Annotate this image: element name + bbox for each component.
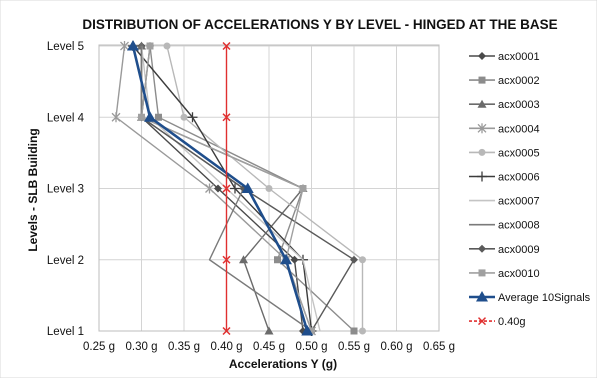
y-axis-title: Levels - SLB Building (26, 128, 40, 251)
legend-item: acx0001 (469, 51, 540, 63)
x-tick-label: 0.55 g (338, 341, 370, 353)
y-tick-label: Level 4 (47, 112, 85, 124)
x-tick-label: 0.45 g (253, 341, 285, 353)
triangle-marker (241, 182, 254, 193)
circle-marker (359, 256, 366, 264)
triangle-marker (144, 111, 156, 122)
legend-label: acx0008 (498, 220, 540, 232)
legend-item: acx0010 (469, 268, 540, 280)
triangle-marker (239, 255, 248, 264)
circle-marker (359, 327, 366, 335)
x-tick-label: 0.50 g (296, 341, 328, 353)
axes: 0.25 g 0.30 g 0.35 g 0.40 g 0.45 g 0.50 g 0.55… (47, 41, 455, 353)
circle-marker (163, 42, 171, 50)
y-tick-label: Level 1 (47, 326, 84, 338)
legend-label: acx0003 (498, 99, 540, 111)
star-marker (205, 183, 214, 194)
triangle-marker (477, 99, 487, 108)
x-tick-label: 0.40 g (211, 341, 243, 353)
triangle-marker (301, 325, 314, 336)
legend-label: acx0001 (498, 51, 540, 63)
y-tick-label: Level 3 (47, 184, 84, 196)
x-marker-stroke (222, 113, 231, 122)
diamond-marker (350, 255, 358, 264)
square-marker (299, 185, 307, 192)
legend-item: acx0005 (469, 147, 540, 159)
y-tick-label: Level 5 (47, 41, 84, 53)
x-tick-label: 0.30 g (126, 341, 158, 353)
plus-marker (230, 183, 240, 194)
star-marker (477, 123, 487, 134)
x-marker (222, 113, 231, 122)
x-marker-stroke (222, 255, 231, 264)
legend-label: Average 10Signals (498, 292, 591, 304)
square-marker (478, 269, 486, 277)
legend-item: acx0009 (469, 244, 540, 256)
x-tick-label: 0.65 g (423, 341, 455, 353)
legend-item: acx0002 (469, 75, 540, 87)
diamond-marker (214, 184, 222, 193)
legend-label: acx0007 (498, 196, 540, 208)
legend-label: acx0009 (498, 244, 540, 256)
triangle-marker (280, 253, 292, 265)
circle-marker (478, 148, 486, 156)
legend-label: acx0006 (498, 172, 540, 184)
series-0-40g (222, 41, 231, 336)
legend-item: acx0004 (469, 123, 540, 135)
x-axis-title: Accelerations Y (g) (229, 357, 337, 371)
square-marker (274, 256, 281, 264)
circle-marker (265, 185, 273, 192)
diamond-marker (478, 244, 486, 253)
x-tick-label: 0.35 g (168, 341, 200, 353)
chart-title: DISTRIBUTION OF ACCELERATIONS Y BY LEVEL… (82, 17, 557, 32)
legend-label: acx0002 (498, 75, 540, 87)
x-marker (222, 184, 231, 193)
x-tick-label: 0.60 g (381, 341, 413, 353)
square-marker (308, 327, 315, 335)
series-average-10signals (127, 40, 314, 336)
legend-label: acx0004 (498, 123, 540, 135)
x-marker (222, 41, 231, 51)
circle-marker (180, 113, 188, 121)
x-marker (222, 255, 231, 264)
x-marker (477, 317, 487, 326)
legend: acx0001 acx0002 acx0003 acx0004 acx0005 acx00… (469, 51, 591, 328)
plus-marker (477, 171, 487, 182)
triangle-marker (127, 40, 139, 51)
triangle-marker (476, 291, 488, 302)
x-marker (222, 326, 231, 336)
diamond-marker (290, 255, 299, 264)
x-marker-stroke (222, 326, 231, 336)
legend-item: acx0003 (469, 99, 540, 111)
x-marker-stroke (222, 184, 231, 193)
legend-label: acx0005 (498, 147, 540, 159)
legend-item: Average 10Signals (469, 291, 591, 304)
plus-marker (187, 112, 198, 123)
series-group (111, 40, 366, 336)
square-marker (155, 113, 162, 121)
legend-label: 0.40g (498, 316, 526, 328)
triangle-marker (137, 41, 146, 50)
square-marker (350, 327, 358, 335)
legend-item: acx0006 (469, 171, 540, 184)
star-marker (120, 41, 129, 51)
x-marker-stroke (222, 41, 231, 51)
series-acx0005 (163, 42, 366, 335)
x-marker-stroke (477, 317, 487, 326)
square-marker (146, 42, 154, 50)
legend-item: acx0007 (469, 196, 540, 208)
diamond-marker (478, 52, 486, 60)
legend-item: 0.40g (469, 316, 526, 328)
legend-label: acx0010 (498, 268, 540, 280)
triangle-marker (264, 326, 274, 335)
y-tick-label: Level 2 (47, 255, 84, 267)
square-marker (138, 113, 145, 121)
legend-item: acx0008 (469, 220, 540, 232)
star-marker (111, 112, 121, 123)
square-marker (478, 76, 486, 84)
x-tick-label: 0.25 g (83, 341, 115, 353)
